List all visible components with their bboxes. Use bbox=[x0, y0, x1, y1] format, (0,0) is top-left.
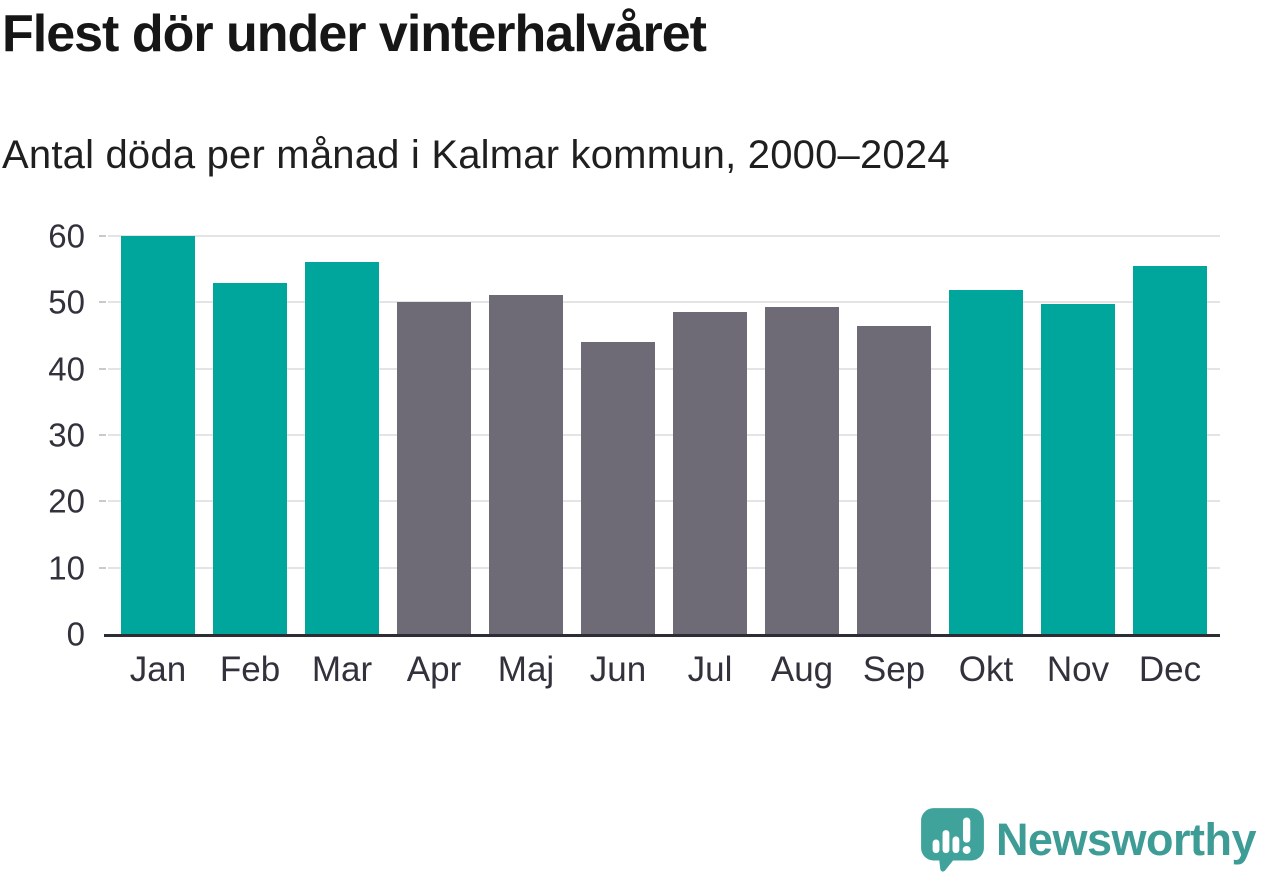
y-axis-labels: 0 10 20 30 40 50 60 bbox=[0, 220, 85, 651]
plot-area bbox=[99, 235, 1220, 637]
x-tick-label-maj: Maj bbox=[497, 650, 555, 689]
y-tick-20 bbox=[99, 500, 106, 503]
bar-aug bbox=[765, 306, 839, 634]
y-tick-label-20: 20 bbox=[48, 482, 85, 520]
bar-jan bbox=[121, 236, 195, 634]
y-tick-label-0: 0 bbox=[66, 615, 85, 653]
gridline-60 bbox=[108, 235, 1220, 237]
bar-jun bbox=[581, 342, 655, 634]
gridline-30 bbox=[108, 434, 1220, 436]
bar-feb bbox=[213, 283, 287, 634]
y-tick-label-50: 50 bbox=[48, 283, 85, 321]
x-tick-label-apr: Apr bbox=[406, 650, 462, 689]
gridline-50 bbox=[108, 301, 1220, 304]
x-axis-labels: Jan Feb Mar Apr Maj Jun Jul Aug Sep Okt Nov Dec bbox=[108, 652, 1220, 687]
brand-footer: Newsworthy bbox=[919, 806, 1257, 873]
gridline-10 bbox=[108, 566, 1220, 569]
x-tick-label-jan: Jan bbox=[129, 650, 187, 689]
x-tick-label-jul: Jul bbox=[687, 650, 733, 689]
y-tick-40 bbox=[99, 367, 106, 370]
newsworthy-logo-icon bbox=[921, 808, 984, 872]
y-tick-label-40: 40 bbox=[48, 350, 85, 388]
x-tick-label-sep: Sep bbox=[862, 650, 926, 689]
brand-name: Newsworthy bbox=[995, 814, 1257, 865]
y-tick-10 bbox=[99, 566, 106, 569]
bar-nov bbox=[1041, 303, 1115, 634]
x-axis-line bbox=[104, 634, 1220, 637]
bar-maj bbox=[489, 295, 563, 634]
y-tick-60 bbox=[99, 235, 106, 237]
x-tick-label-feb: Feb bbox=[219, 650, 281, 689]
y-tick-label-10: 10 bbox=[48, 549, 85, 587]
x-tick-label-aug: Aug bbox=[770, 650, 834, 689]
bar-apr bbox=[397, 302, 471, 634]
x-tick-label-mar: Mar bbox=[311, 650, 373, 689]
bar-dec bbox=[1133, 265, 1207, 634]
x-tick-label-okt: Okt bbox=[958, 650, 1014, 689]
bar-jul bbox=[673, 311, 747, 634]
bars bbox=[108, 236, 1220, 634]
x-tick-label-dec: Dec bbox=[1138, 650, 1202, 689]
bar-okt bbox=[949, 290, 1023, 634]
gridline-20 bbox=[108, 500, 1220, 503]
chart-title: Flest dör under vinterhalvåret bbox=[2, 5, 707, 63]
x-tick-label-jun: Jun bbox=[589, 650, 647, 689]
gridline-40 bbox=[108, 367, 1220, 370]
y-tick-30 bbox=[99, 434, 106, 436]
y-tick-50 bbox=[99, 301, 106, 304]
chart-subtitle: Antal döda per månad i Kalmar kommun, 20… bbox=[2, 133, 950, 177]
bar-sep bbox=[857, 326, 931, 634]
x-tick-label-nov: Nov bbox=[1046, 650, 1110, 689]
bar-mar bbox=[305, 261, 379, 634]
y-tick-label-30: 30 bbox=[48, 416, 85, 454]
y-tick-label-60: 60 bbox=[48, 217, 85, 255]
bar-chart: 0 10 20 30 40 50 60 Jan Feb Mar Apr Maj Jun Jul Aug Se… bbox=[0, 220, 1262, 706]
